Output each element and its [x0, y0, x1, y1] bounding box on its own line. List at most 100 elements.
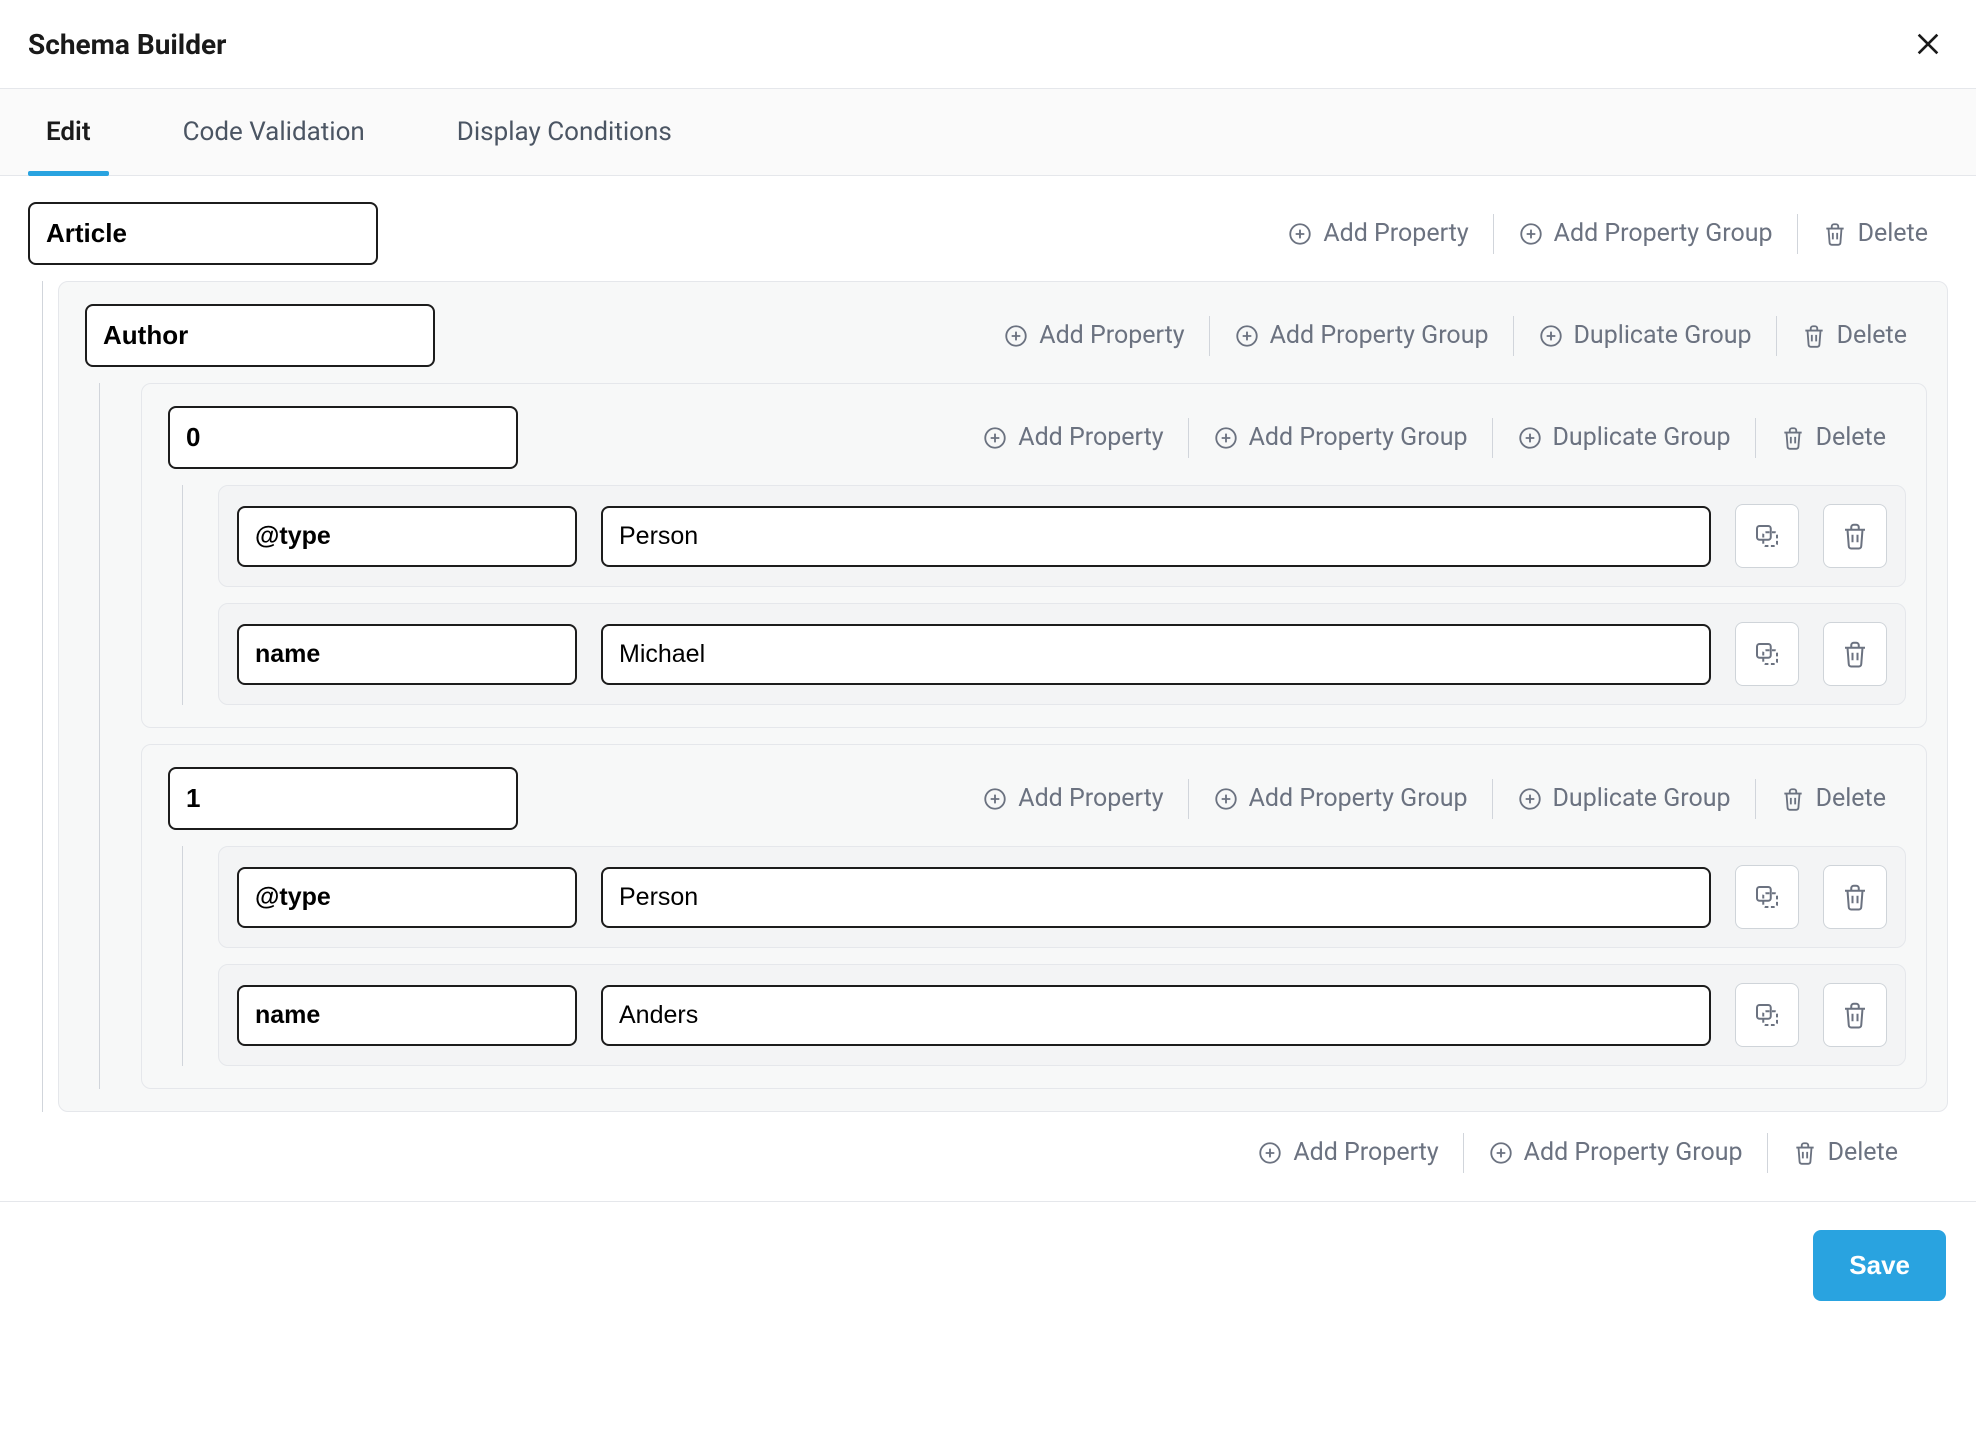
author-item-0: Add Property Add Property Group Duplicat… [141, 383, 1927, 728]
property-row [218, 603, 1906, 705]
action-label: Add Property [1018, 423, 1163, 452]
separator [1463, 1133, 1464, 1173]
delete-button[interactable]: Delete [1760, 417, 1906, 458]
add-property-button[interactable]: Add Property [1237, 1132, 1458, 1173]
property-row [218, 964, 1906, 1066]
trash-icon [1780, 425, 1806, 451]
add-property-button[interactable]: Add Property [983, 315, 1204, 356]
item-0-header: Add Property Add Property Group Duplicat… [168, 406, 1906, 469]
tree-level: Add Property Add Property Group Duplicat… [85, 383, 1927, 1089]
author-group-name-input[interactable] [85, 304, 435, 367]
plus-circle-icon [1488, 1140, 1514, 1166]
plus-circle-icon [1538, 323, 1564, 349]
copy-icon [1752, 882, 1782, 912]
copy-icon [1752, 639, 1782, 669]
item-index-input[interactable] [168, 767, 518, 830]
action-label: Add Property Group [1554, 219, 1773, 248]
save-label: Save [1849, 1250, 1910, 1280]
duplicate-group-button[interactable]: Duplicate Group [1518, 315, 1772, 356]
property-value-input[interactable] [601, 985, 1711, 1046]
add-property-button[interactable]: Add Property [1267, 213, 1488, 254]
author-group-header: Add Property Add Property Group Duplicat… [85, 304, 1927, 367]
action-label: Add Property Group [1270, 321, 1489, 350]
modal-header: Schema Builder [0, 0, 1976, 88]
delete-property-button[interactable] [1823, 865, 1887, 929]
tab-label: Edit [46, 117, 91, 147]
add-property-group-button[interactable]: Add Property Group [1468, 1132, 1763, 1173]
item-1-actions: Add Property Add Property Group Duplicat… [962, 778, 1906, 819]
delete-property-button[interactable] [1823, 983, 1887, 1047]
root-bottom-actions: Add Property Add Property Group Delete [28, 1112, 1948, 1173]
separator [1776, 316, 1777, 356]
action-label: Delete [1816, 784, 1886, 813]
duplicate-property-button[interactable] [1735, 865, 1799, 929]
delete-button[interactable]: Delete [1802, 213, 1948, 254]
action-label: Delete [1828, 1138, 1898, 1167]
duplicate-property-button[interactable] [1735, 983, 1799, 1047]
delete-property-button[interactable] [1823, 504, 1887, 568]
tab-label: Display Conditions [457, 117, 672, 147]
property-value-input[interactable] [601, 867, 1711, 928]
property-key-input[interactable] [237, 867, 577, 928]
plus-circle-icon [1257, 1140, 1283, 1166]
separator [1209, 316, 1210, 356]
action-label: Add Property Group [1524, 1138, 1743, 1167]
delete-button[interactable]: Delete [1760, 778, 1906, 819]
add-property-group-button[interactable]: Add Property Group [1498, 213, 1793, 254]
plus-circle-icon [1003, 323, 1029, 349]
plus-circle-icon [1517, 425, 1543, 451]
action-label: Delete [1858, 219, 1928, 248]
action-label: Add Property Group [1249, 423, 1468, 452]
delete-button[interactable]: Delete [1772, 1132, 1918, 1173]
separator [1755, 418, 1756, 458]
add-property-group-button[interactable]: Add Property Group [1193, 417, 1488, 458]
author-actions: Add Property Add Property Group Duplicat… [983, 315, 1927, 356]
tree-level: Add Property Add Property Group Duplicat… [28, 281, 1948, 1112]
plus-circle-icon [982, 786, 1008, 812]
property-key-input[interactable] [237, 624, 577, 685]
property-value-input[interactable] [601, 506, 1711, 567]
trash-icon [1780, 786, 1806, 812]
action-label: Duplicate Group [1553, 784, 1731, 813]
root-node-name-input[interactable] [28, 202, 378, 265]
tab-edit[interactable]: Edit [28, 89, 109, 175]
add-property-group-button[interactable]: Add Property Group [1214, 315, 1509, 356]
duplicate-group-button[interactable]: Duplicate Group [1497, 417, 1751, 458]
trash-icon [1822, 221, 1848, 247]
tab-display-conditions[interactable]: Display Conditions [439, 89, 690, 175]
add-property-group-button[interactable]: Add Property Group [1193, 778, 1488, 819]
add-property-button[interactable]: Add Property [962, 778, 1183, 819]
tab-bar: Edit Code Validation Display Conditions [0, 88, 1976, 176]
item-0-actions: Add Property Add Property Group Duplicat… [962, 417, 1906, 458]
tree-level [168, 485, 1906, 705]
tab-code-validation[interactable]: Code Validation [165, 89, 383, 175]
property-key-input[interactable] [237, 506, 577, 567]
separator [1188, 779, 1189, 819]
duplicate-property-button[interactable] [1735, 622, 1799, 686]
property-row [218, 485, 1906, 587]
action-label: Add Property Group [1249, 784, 1468, 813]
item-1-header: Add Property Add Property Group Duplicat… [168, 767, 1906, 830]
root-actions: Add Property Add Property Group Delete [1267, 213, 1948, 254]
property-key-input[interactable] [237, 985, 577, 1046]
action-label: Add Property [1018, 784, 1163, 813]
duplicate-property-button[interactable] [1735, 504, 1799, 568]
item-index-input[interactable] [168, 406, 518, 469]
property-row [218, 846, 1906, 948]
trash-icon [1840, 639, 1870, 669]
delete-property-button[interactable] [1823, 622, 1887, 686]
property-value-input[interactable] [601, 624, 1711, 685]
trash-icon [1801, 323, 1827, 349]
action-label: Delete [1816, 423, 1886, 452]
action-label: Add Property [1293, 1138, 1438, 1167]
add-property-button[interactable]: Add Property [962, 417, 1183, 458]
delete-button[interactable]: Delete [1781, 315, 1927, 356]
duplicate-group-button[interactable]: Duplicate Group [1497, 778, 1751, 819]
save-button[interactable]: Save [1813, 1230, 1946, 1301]
separator [1797, 214, 1798, 254]
schema-canvas: Add Property Add Property Group Delete A… [0, 176, 1976, 1183]
footer: Save [0, 1201, 1976, 1329]
plus-circle-icon [1234, 323, 1260, 349]
separator [1493, 214, 1494, 254]
close-button[interactable] [1908, 24, 1948, 64]
